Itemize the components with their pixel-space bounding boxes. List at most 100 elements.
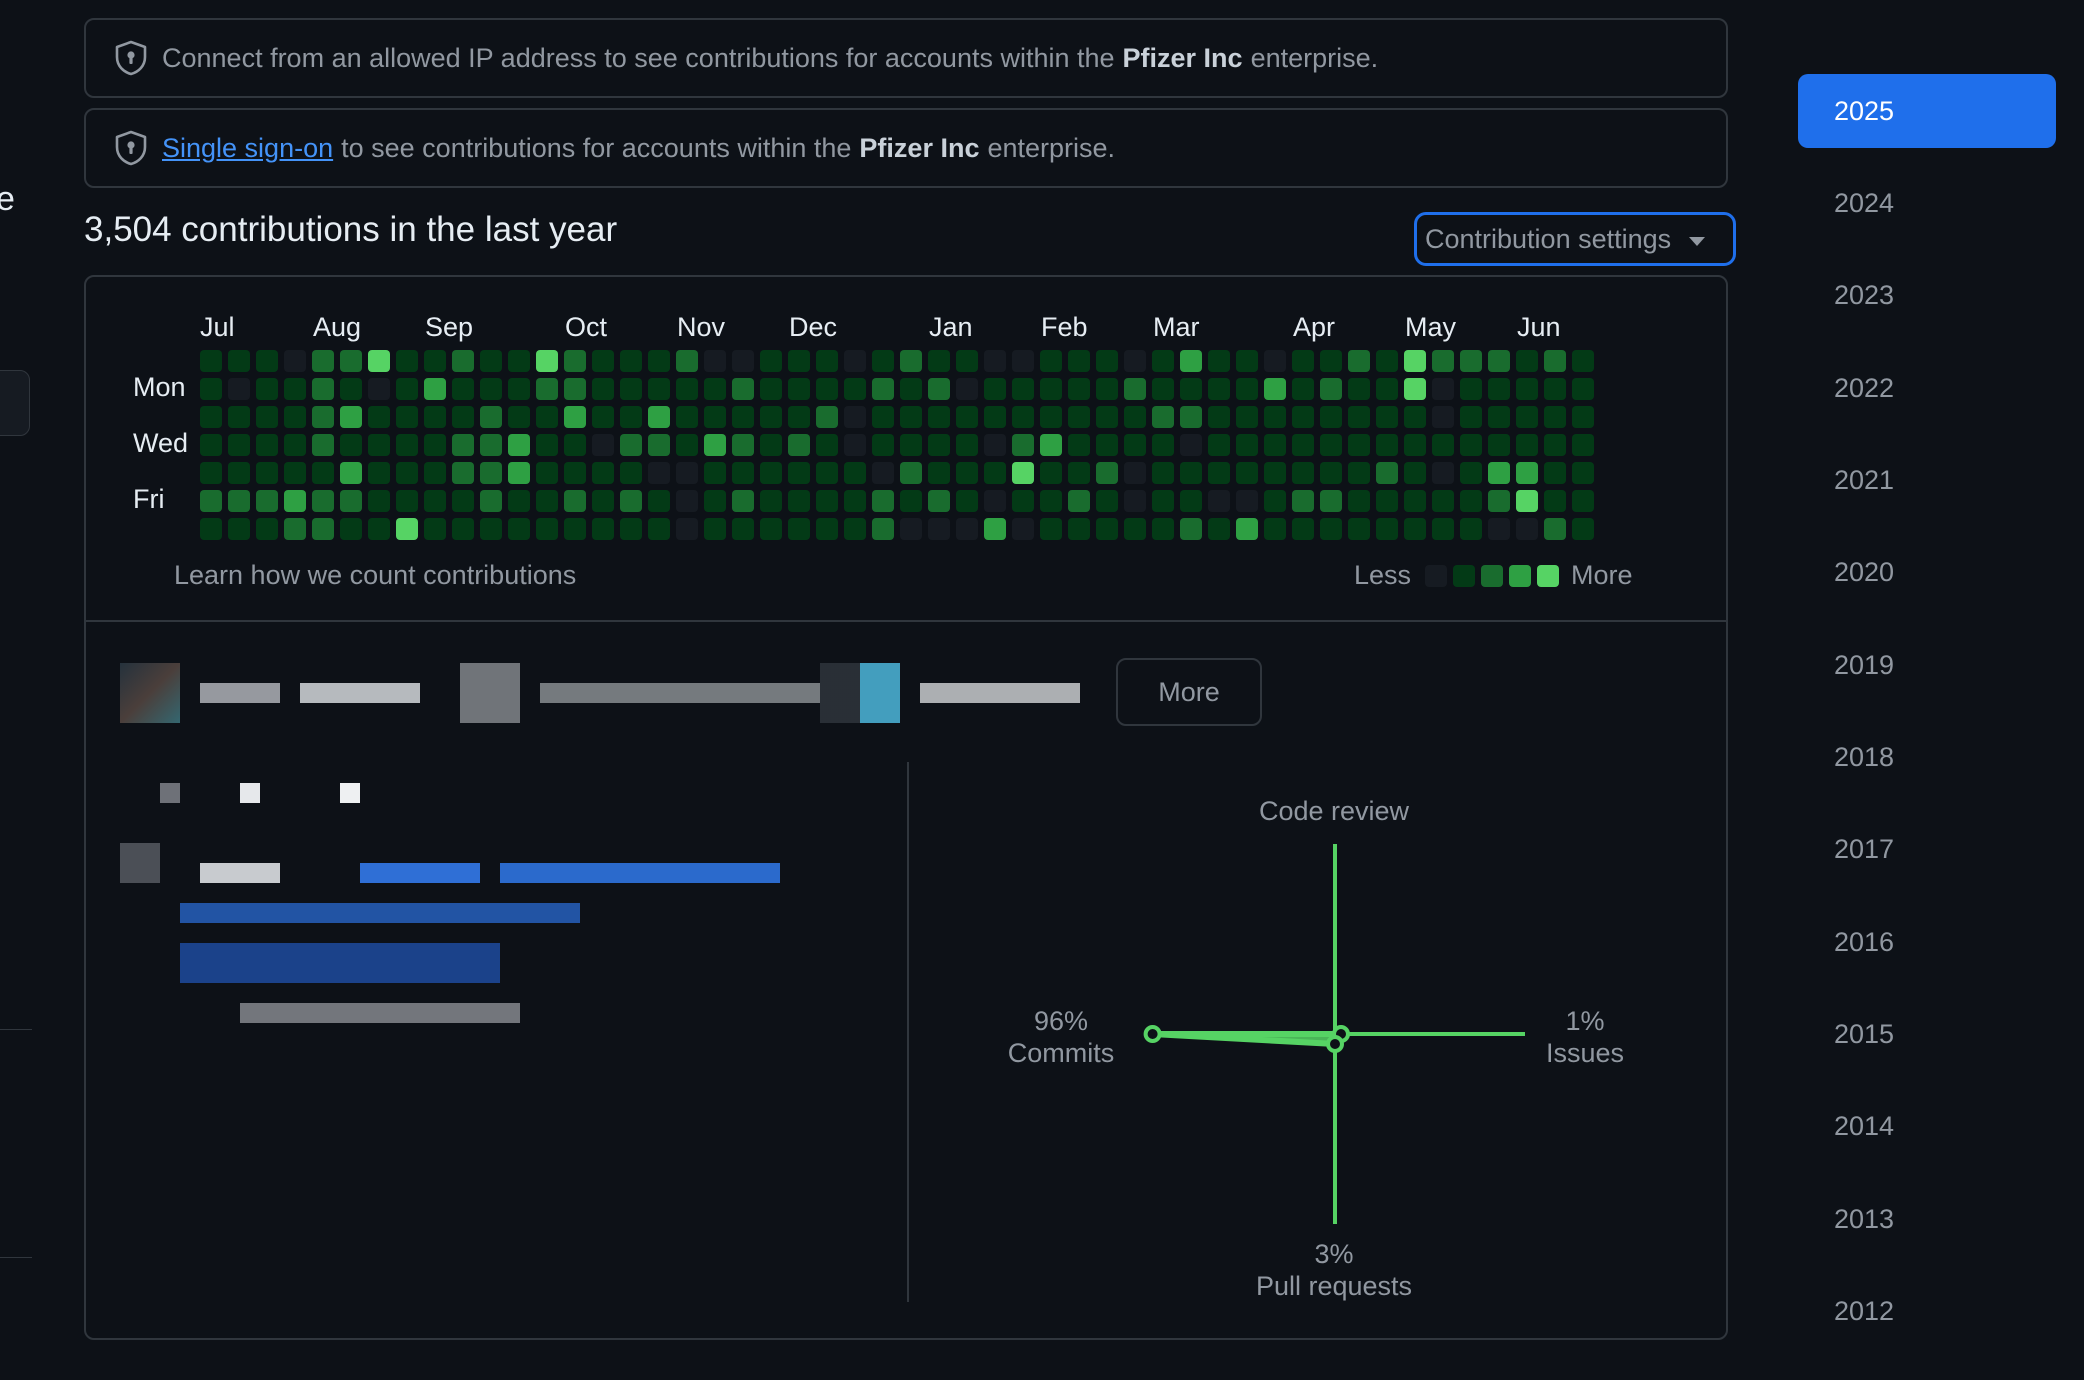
contribution-day-cell[interactable] [424,490,446,512]
contribution-day-cell[interactable] [872,406,894,428]
contribution-day-cell[interactable] [1544,378,1566,400]
contribution-day-cell[interactable] [312,350,334,372]
contribution-day-cell[interactable] [284,406,306,428]
contribution-day-cell[interactable] [1348,406,1370,428]
contribution-day-cell[interactable] [704,490,726,512]
contribution-day-cell[interactable] [816,462,838,484]
learn-how-we-count-link[interactable]: Learn how we count contributions [174,560,577,590]
contribution-day-cell[interactable] [928,518,950,540]
contribution-day-cell[interactable] [872,350,894,372]
year-2021-link[interactable]: 2021 [1834,464,1895,495]
contribution-day-cell[interactable] [480,434,502,456]
contribution-day-cell[interactable] [1096,518,1118,540]
contribution-day-cell[interactable] [648,462,670,484]
contribution-day-cell[interactable] [956,462,978,484]
contribution-day-cell[interactable] [340,378,362,400]
contribution-day-cell[interactable] [1264,350,1286,372]
contribution-day-cell[interactable] [396,406,418,428]
contribution-day-cell[interactable] [564,350,586,372]
contribution-day-cell[interactable] [480,406,502,428]
contribution-day-cell[interactable] [1460,462,1482,484]
contribution-day-cell[interactable] [1292,434,1314,456]
contribution-day-cell[interactable] [1152,378,1174,400]
contribution-day-cell[interactable] [1376,518,1398,540]
contribution-day-cell[interactable] [1432,490,1454,512]
contribution-day-cell[interactable] [956,434,978,456]
year-2022-link[interactable]: 2022 [1834,372,1895,403]
contribution-day-cell[interactable] [844,490,866,512]
contribution-day-cell[interactable] [1180,518,1202,540]
contribution-day-cell[interactable] [1404,490,1426,512]
contribution-day-cell[interactable] [760,518,782,540]
contribution-day-cell[interactable] [1376,490,1398,512]
contribution-day-cell[interactable] [1012,462,1034,484]
year-2024-link[interactable]: 2024 [1834,187,1895,218]
contribution-day-cell[interactable] [732,406,754,428]
year-2025-link[interactable]: 2025 [1798,74,2056,148]
contribution-day-cell[interactable] [676,490,698,512]
contribution-day-cell[interactable] [984,462,1006,484]
contribution-day-cell[interactable] [396,350,418,372]
contribution-day-cell[interactable] [620,406,642,428]
contribution-day-cell[interactable] [1488,490,1510,512]
contribution-day-cell[interactable] [424,350,446,372]
contribution-day-cell[interactable] [1516,434,1538,456]
contribution-day-cell[interactable] [1516,350,1538,372]
contribution-day-cell[interactable] [200,434,222,456]
contribution-day-cell[interactable] [1404,406,1426,428]
contribution-day-cell[interactable] [536,462,558,484]
contribution-day-cell[interactable] [1236,350,1258,372]
contribution-day-cell[interactable] [480,462,502,484]
contribution-day-cell[interactable] [312,406,334,428]
contribution-day-cell[interactable] [1124,462,1146,484]
contribution-day-cell[interactable] [732,490,754,512]
contribution-day-cell[interactable] [704,378,726,400]
contribution-day-cell[interactable] [1516,490,1538,512]
contribution-day-cell[interactable] [536,434,558,456]
contribution-day-cell[interactable] [1572,406,1594,428]
contribution-day-cell[interactable] [788,350,810,372]
contribution-day-cell[interactable] [704,434,726,456]
contribution-day-cell[interactable] [816,490,838,512]
contribution-day-cell[interactable] [816,378,838,400]
contribution-day-cell[interactable] [872,462,894,484]
contribution-day-cell[interactable] [788,490,810,512]
contribution-day-cell[interactable] [648,406,670,428]
contribution-day-cell[interactable] [1460,406,1482,428]
contribution-day-cell[interactable] [1208,350,1230,372]
contribution-day-cell[interactable] [1544,518,1566,540]
contribution-day-cell[interactable] [788,406,810,428]
contribution-settings-button[interactable]: Contribution settings [1414,212,1736,266]
contribution-day-cell[interactable] [452,490,474,512]
contribution-day-cell[interactable] [340,518,362,540]
contribution-day-cell[interactable] [396,462,418,484]
contribution-day-cell[interactable] [1152,518,1174,540]
contribution-day-cell[interactable] [508,518,530,540]
contribution-day-cell[interactable] [1068,462,1090,484]
contribution-day-cell[interactable] [620,434,642,456]
contribution-day-cell[interactable] [1516,462,1538,484]
contribution-day-cell[interactable] [1096,350,1118,372]
contribution-day-cell[interactable] [396,490,418,512]
contribution-day-cell[interactable] [816,434,838,456]
contribution-day-cell[interactable] [732,434,754,456]
contribution-day-cell[interactable] [1320,350,1342,372]
contribution-day-cell[interactable] [228,378,250,400]
contribution-day-cell[interactable] [1208,378,1230,400]
contribution-day-cell[interactable] [1292,406,1314,428]
contribution-day-cell[interactable] [536,490,558,512]
contribution-day-cell[interactable] [1544,350,1566,372]
contribution-day-cell[interactable] [844,434,866,456]
contribution-day-cell[interactable] [1320,378,1342,400]
contribution-day-cell[interactable] [480,350,502,372]
contribution-day-cell[interactable] [788,378,810,400]
contribution-day-cell[interactable] [256,378,278,400]
contribution-day-cell[interactable] [1516,518,1538,540]
contribution-day-cell[interactable] [1544,462,1566,484]
contribution-day-cell[interactable] [1516,378,1538,400]
contribution-day-cell[interactable] [340,462,362,484]
contribution-day-cell[interactable] [1152,406,1174,428]
contribution-day-cell[interactable] [368,518,390,540]
contribution-day-cell[interactable] [816,350,838,372]
contribution-day-cell[interactable] [396,434,418,456]
